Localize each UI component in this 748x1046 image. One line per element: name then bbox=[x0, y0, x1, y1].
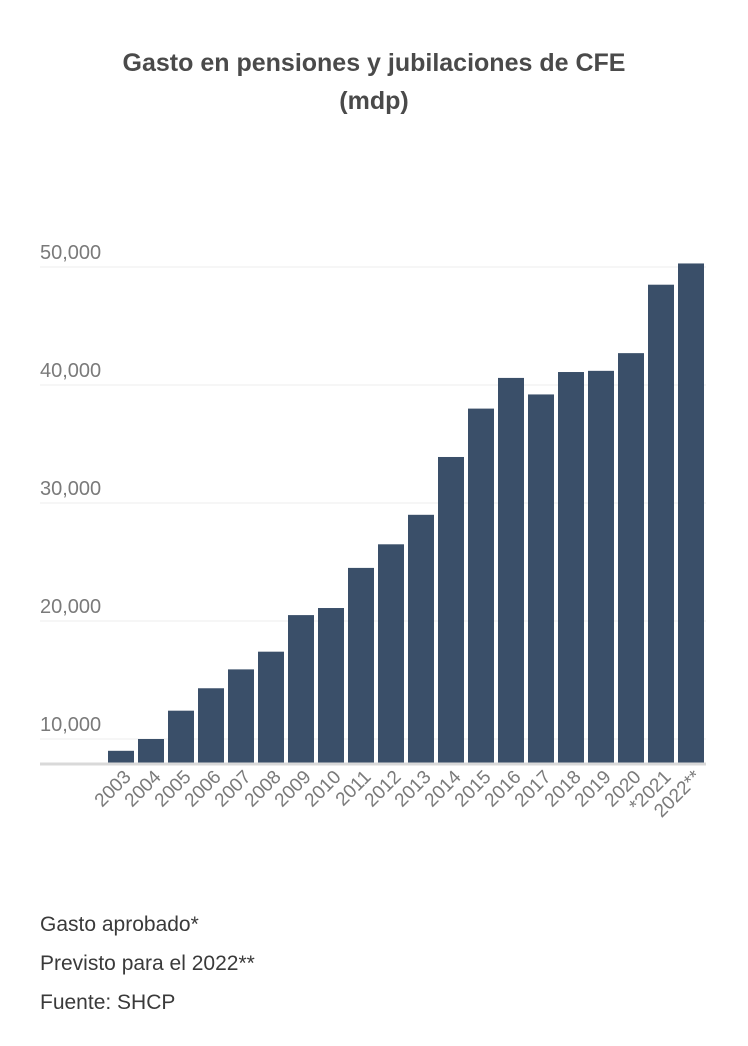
bar-2018 bbox=[558, 372, 584, 763]
bar-2009 bbox=[288, 615, 314, 763]
bar-2012 bbox=[378, 544, 404, 763]
bars bbox=[108, 263, 704, 763]
bar-2020 bbox=[618, 353, 644, 763]
bar-2016 bbox=[498, 377, 524, 763]
bar-2007 bbox=[228, 669, 254, 763]
x-axis-ticks: 2003200420052006200720082009201020112012… bbox=[91, 766, 706, 822]
bar-2019 bbox=[588, 370, 614, 763]
note-projected: Previsto para el 2022** bbox=[40, 952, 255, 975]
bar-2017 bbox=[528, 394, 554, 763]
bar-2014 bbox=[438, 456, 464, 763]
y-axis-ticks: 10,000 20,000 30,000 40,000 50,000 bbox=[40, 242, 101, 736]
bar-2013 bbox=[408, 514, 434, 763]
bar-2010 bbox=[318, 608, 344, 763]
bar-2006 bbox=[198, 688, 224, 763]
note-source: Fuente: SHCP bbox=[40, 991, 176, 1014]
bar-2003 bbox=[108, 750, 134, 763]
bar-2005 bbox=[168, 710, 194, 763]
bar-2004 bbox=[138, 739, 164, 763]
y-tick-label: 20,000 bbox=[40, 596, 101, 618]
y-tick-label: 10,000 bbox=[40, 714, 101, 736]
footnotes: Gasto aprobado* Previsto para el 2022** … bbox=[40, 905, 255, 1022]
bar-2015 bbox=[468, 408, 494, 763]
bar-2022 bbox=[678, 263, 704, 763]
y-tick-label: 50,000 bbox=[40, 242, 101, 264]
note-approved: Gasto aprobado* bbox=[40, 913, 199, 936]
chart-title-line2: (mdp) bbox=[339, 87, 409, 115]
chart-title-line1: Gasto en pensiones y jubilaciones de CFE bbox=[122, 49, 626, 77]
bar-2011 bbox=[348, 567, 374, 763]
chart-title: Gasto en pensiones y jubilaciones de CFE… bbox=[0, 44, 748, 120]
bar-2008 bbox=[258, 651, 284, 763]
y-tick-label: 30,000 bbox=[40, 478, 101, 500]
bar-2021 bbox=[648, 284, 674, 763]
y-tick-label: 40,000 bbox=[40, 360, 101, 382]
bar-chart: 10,000 20,000 30,000 40,000 50,000 200320042… bbox=[40, 242, 706, 822]
